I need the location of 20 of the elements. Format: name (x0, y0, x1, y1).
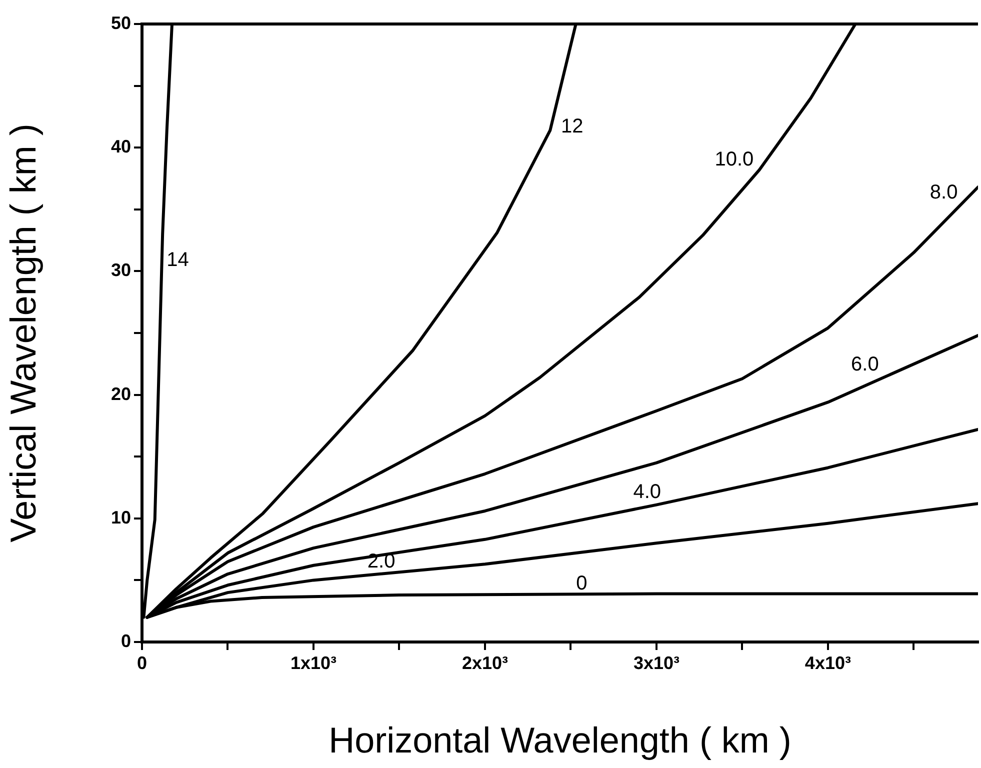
annotation: 12 (561, 116, 584, 138)
x-tick-label: 4x10³ (804, 652, 851, 673)
x-tick-label: 1x10³ (290, 652, 337, 673)
annotation: 0 (576, 572, 588, 594)
y-tick-label: 50 (110, 12, 131, 33)
y-tick-label: 10 (110, 507, 131, 528)
y-tick-label: 20 (110, 384, 131, 404)
x-tick-label: 3x10³ (633, 652, 680, 673)
annotation: 6.0 (851, 354, 879, 376)
y-tick-label: 40 (110, 136, 131, 157)
annotation: 4.0 (633, 480, 662, 503)
annotation: 8.0 (930, 182, 958, 204)
y-tick-label: 30 (110, 260, 131, 280)
annotation: 10.0 (714, 148, 754, 170)
x-tick-label: 0 (136, 652, 148, 673)
y-tick-label: 0 (120, 630, 131, 651)
x-tick-label: 2x10³ (462, 652, 508, 673)
y-axis-title: Vertical Wavelength ( km ) (2, 124, 44, 542)
x-axis-title: Horizontal Wavelength ( km ) (328, 719, 792, 760)
annotation: 14 (166, 248, 189, 271)
